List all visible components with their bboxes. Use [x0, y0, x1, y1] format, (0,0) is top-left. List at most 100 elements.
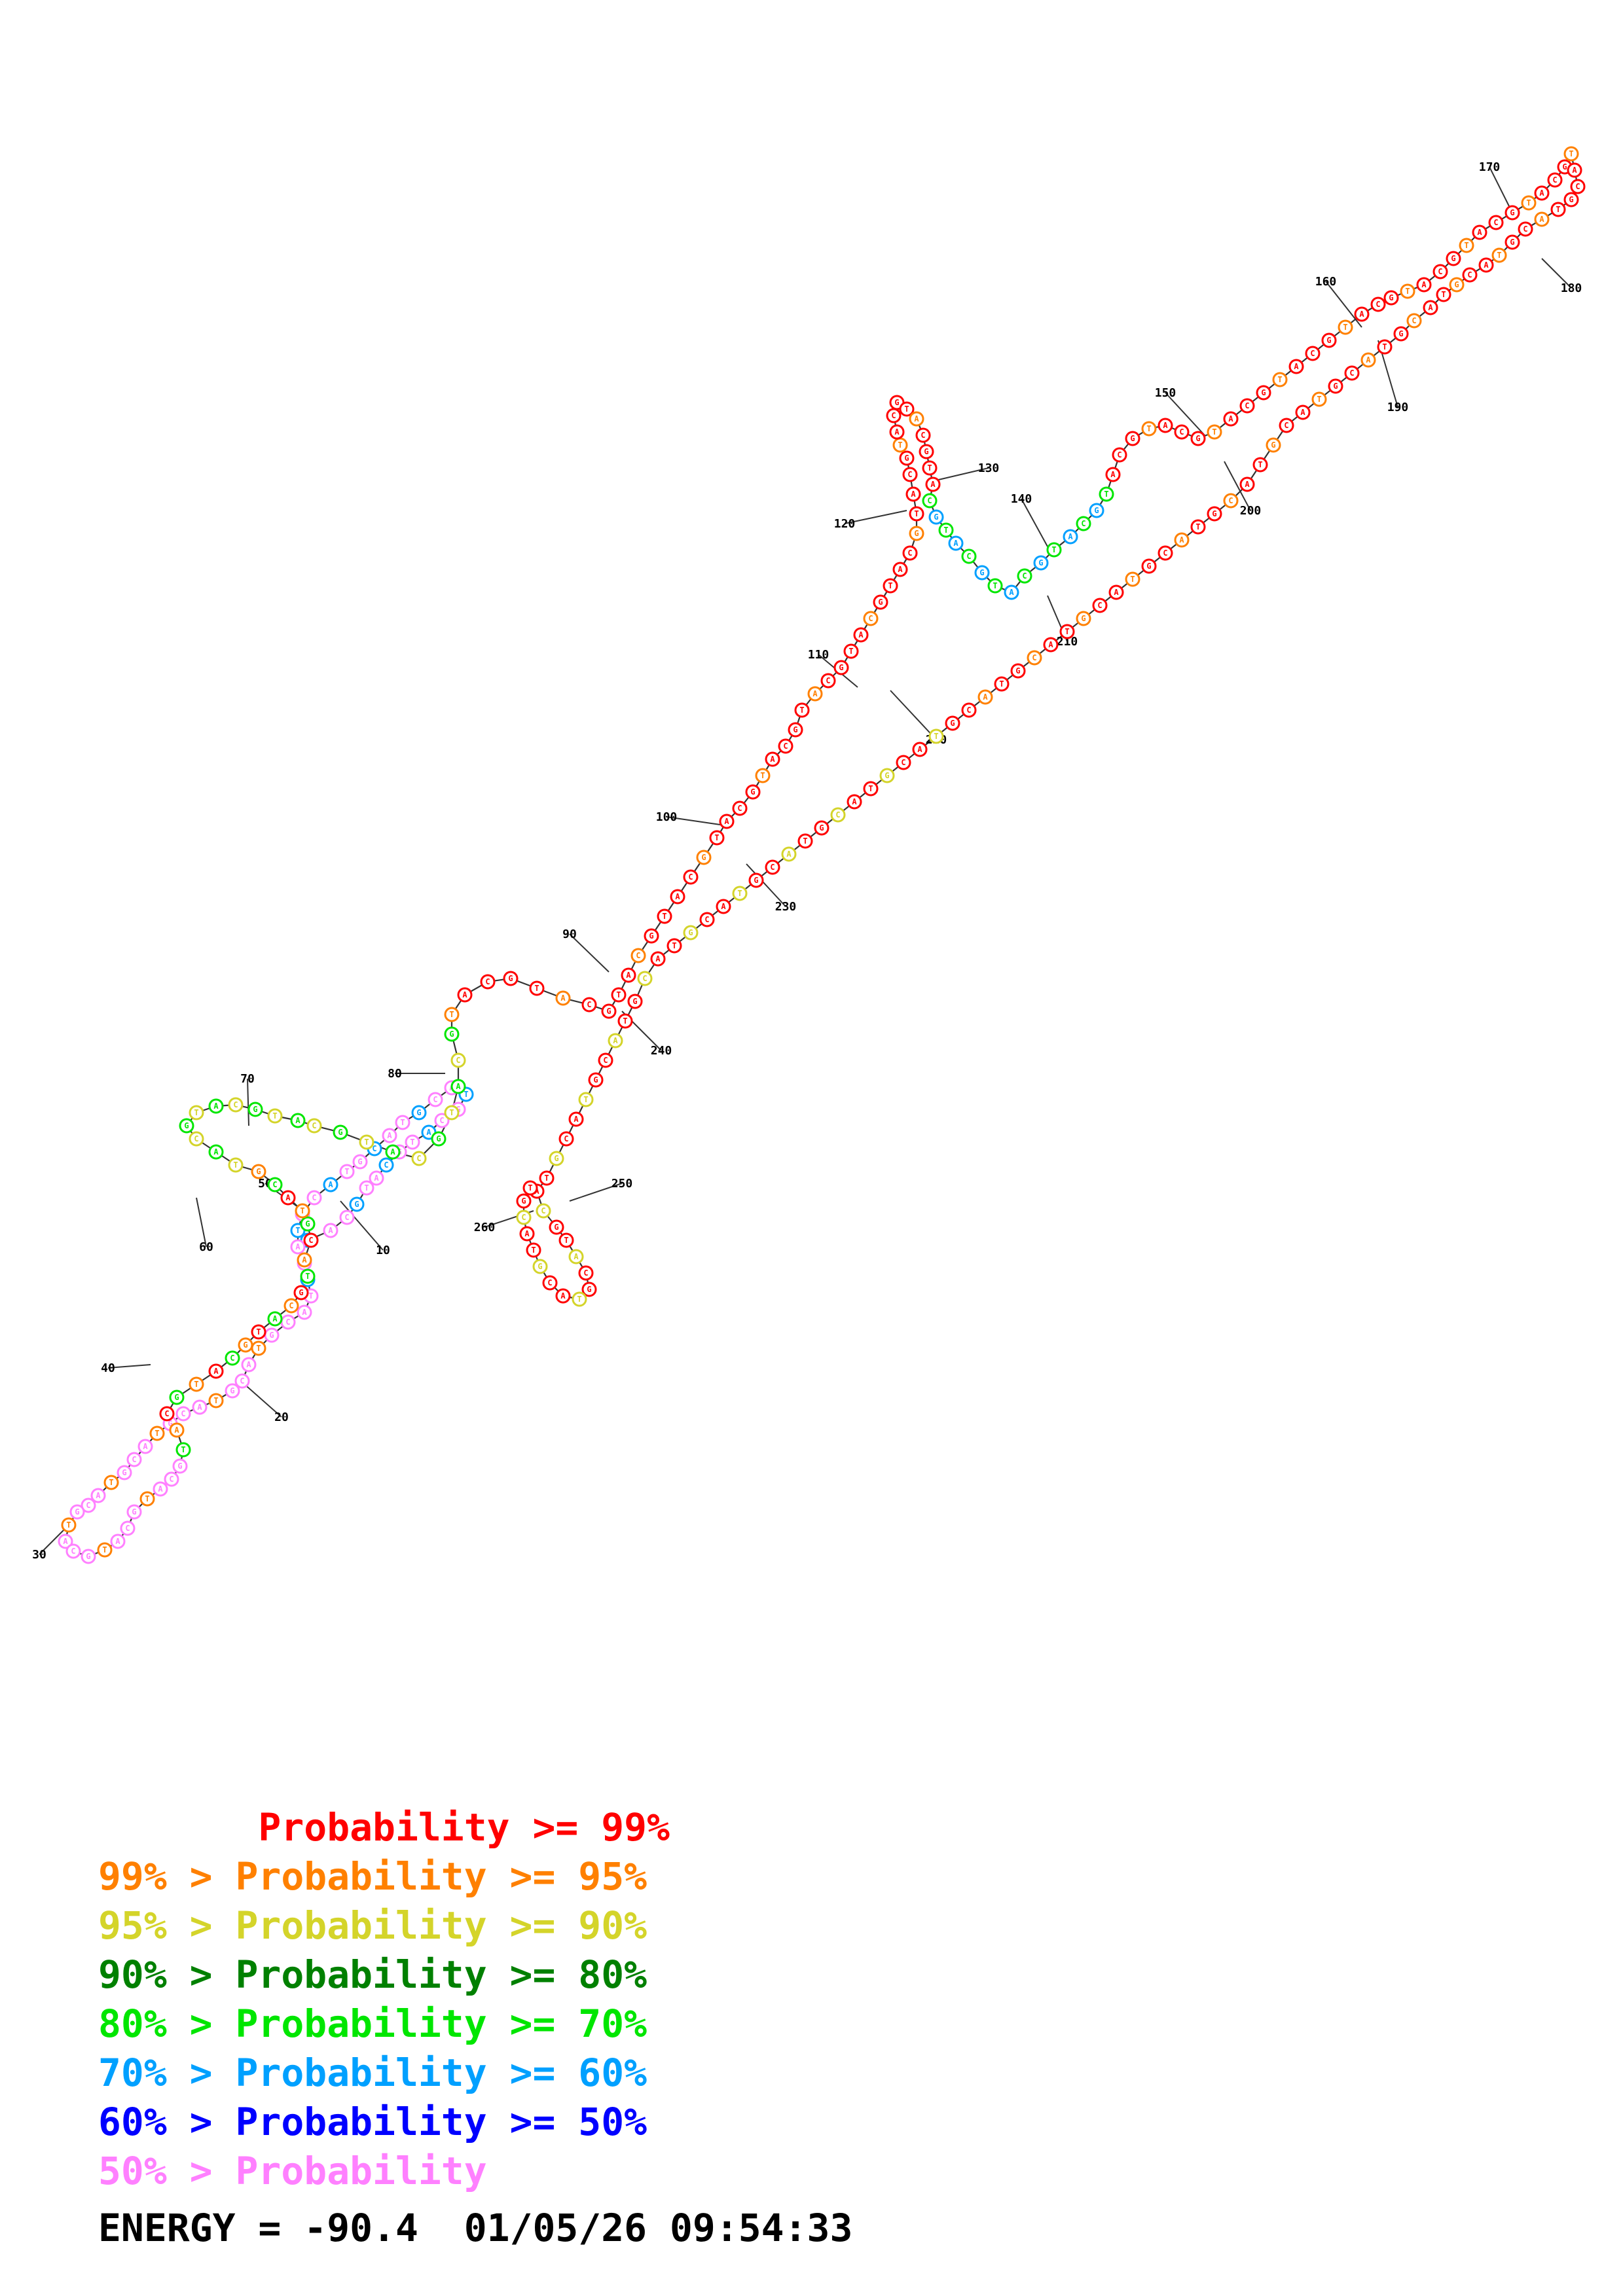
nucleotide-circle — [1288, 359, 1304, 374]
nucleotide-circle — [1311, 391, 1327, 407]
nucleotide-letter: A — [328, 1226, 333, 1235]
nucleotide: C — [902, 545, 918, 561]
nucleotide-circle — [238, 1337, 253, 1353]
nucleotide-letter: A — [158, 1484, 163, 1494]
nucleotide-letter: T — [213, 1396, 218, 1405]
nucleotide-letter: G — [508, 974, 513, 983]
nucleotide: C — [306, 1190, 322, 1206]
nucleotide-letter: C — [456, 1056, 460, 1065]
nucleotide-circle — [883, 578, 898, 594]
position-tick-label: 20 — [274, 1410, 289, 1424]
nucleotide: T — [1521, 195, 1537, 211]
nucleotide-circle — [1504, 234, 1520, 250]
nucleotide: T — [526, 1242, 541, 1258]
nucleotide-letter: G — [688, 928, 693, 937]
nucleotide-circle — [833, 660, 849, 675]
nucleotide-circle — [411, 1105, 427, 1121]
nucleotide: T — [228, 1157, 244, 1173]
nucleotide: T — [189, 1105, 204, 1121]
nucleotide: T — [863, 781, 879, 797]
nucleotide-letter: G — [305, 1219, 310, 1229]
nucleotide: G — [1033, 555, 1049, 571]
nucleotide: T — [1377, 339, 1393, 355]
nucleotide: A — [948, 535, 964, 551]
nucleotide-letter: G — [1195, 434, 1200, 443]
nucleotide-circle — [938, 522, 954, 538]
nucleotide: G — [117, 1465, 132, 1480]
nucleotide-circle — [1406, 313, 1422, 329]
nucleotide-letter: T — [233, 1160, 238, 1170]
nucleotide: G — [251, 1164, 266, 1179]
nucleotide-circle — [126, 1452, 142, 1467]
nucleotide: C — [961, 702, 977, 718]
nucleotide-letter: A — [302, 1308, 307, 1317]
nucleotide-circle — [405, 1134, 420, 1150]
nucleotide: G — [1321, 332, 1337, 348]
nucleotide: C — [542, 1275, 558, 1291]
nucleotide-circle — [843, 643, 859, 659]
nucleotide-letter: C — [868, 614, 873, 623]
nucleotide-circle — [349, 1196, 365, 1212]
nucleotide-letter: C — [384, 1160, 388, 1170]
nucleotide-letter: G — [1212, 509, 1216, 518]
nucleotide-letter: A — [524, 1229, 530, 1238]
nucleotide-letter: T — [410, 1138, 414, 1147]
nucleotide-circle — [457, 987, 473, 1003]
nucleotide: A — [1108, 584, 1124, 600]
nucleotide: A — [369, 1170, 384, 1186]
nucleotide-letter: G — [122, 1468, 126, 1477]
nucleotide-circle — [450, 1079, 466, 1094]
nucleotide-letter: T — [1277, 375, 1282, 384]
nucleotide-circle — [617, 1013, 633, 1029]
nucleotide-letter: C — [433, 1095, 437, 1104]
nucleotide-letter: C — [86, 1501, 90, 1510]
nucleotide: A — [1472, 224, 1487, 240]
nucleotide: A — [58, 1534, 73, 1549]
nucleotide-circle — [519, 1226, 535, 1242]
nucleotide-letter: T — [528, 1183, 532, 1193]
nucleotide: G — [601, 1003, 617, 1019]
nucleotide: C — [434, 1113, 450, 1128]
nucleotide-letter: T — [868, 784, 873, 793]
nucleotide: G — [919, 444, 934, 459]
nucleotide-circle — [1377, 339, 1393, 355]
nucleotide-circle — [1004, 584, 1019, 600]
nucleotide: C — [159, 1406, 175, 1422]
nucleotide: C — [1174, 424, 1190, 440]
nucleotide-letter: G — [269, 1331, 274, 1340]
nucleotide-circle — [1338, 319, 1353, 335]
nucleotide: A — [670, 889, 685, 905]
nucleotide-circle — [192, 1399, 208, 1415]
nucleotide-letter: T — [1195, 522, 1200, 531]
nucleotide: C — [283, 1298, 299, 1314]
nucleotide-circle — [1491, 247, 1507, 263]
nucleotide-letter: T — [760, 771, 765, 780]
nucleotide-letter: C — [1310, 349, 1315, 358]
nucleotide: G — [748, 872, 764, 888]
nucleotide-circle — [159, 1406, 175, 1422]
nucleotide-letter: C — [1493, 218, 1498, 227]
tick-line — [932, 467, 989, 482]
nucleotide-circle — [382, 1128, 397, 1143]
nucleotide-circle — [1027, 650, 1042, 666]
nucleotide: C — [378, 1157, 394, 1173]
nucleotide: T — [1436, 287, 1451, 302]
nucleotide-circle — [293, 1285, 309, 1300]
nucleotide-circle — [1521, 195, 1537, 211]
nucleotide-letter: A — [770, 755, 775, 764]
nucleotide-letter: A — [721, 902, 726, 911]
nucleotide: C — [339, 1210, 355, 1225]
nucleotide: T — [709, 830, 725, 846]
nucleotide: A — [847, 794, 862, 810]
nucleotide: C — [915, 427, 931, 443]
nucleotide: T — [657, 908, 672, 924]
position-tick-label: 230 — [775, 900, 797, 914]
nucleotide-letter: T — [1212, 427, 1216, 437]
nucleotide: C — [1092, 598, 1108, 613]
nucleotide: C — [765, 859, 780, 875]
nucleotide-circle — [208, 1363, 224, 1379]
nucleotide-circle — [928, 728, 944, 744]
nucleotide: T — [1099, 486, 1114, 502]
nucleotide: C — [1112, 447, 1127, 463]
legend-row-50: 60% > Probability >= 50% — [98, 2100, 647, 2144]
